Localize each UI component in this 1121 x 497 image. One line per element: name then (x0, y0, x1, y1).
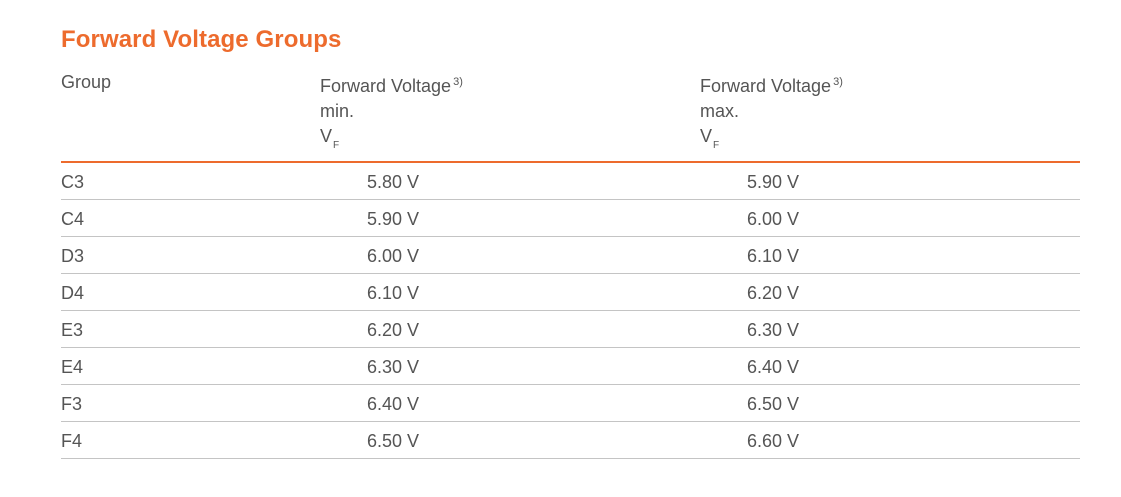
cell-group: E4 (61, 357, 84, 377)
header-min-title-text: Forward Voltage (320, 76, 452, 96)
table-row: F4 6.50 V 6.60 V (61, 422, 1080, 459)
cell-max-voltage: 6.00 V (747, 209, 800, 229)
cell-min-voltage: 5.90 V (367, 209, 420, 229)
cell-min-voltage: 6.30 V (367, 357, 420, 377)
column-header-forward-voltage-max: Forward Voltage 3) max. VF (700, 70, 843, 158)
header-divider (61, 161, 1080, 163)
header-min-title: Forward Voltage 3) (320, 70, 463, 99)
header-max-title: Forward Voltage 3) (700, 70, 843, 99)
voltage-table-body: C3 5.80 V 5.90 V C4 5.90 V 6.00 V D3 6.0… (61, 163, 1080, 459)
column-header-forward-voltage-min: Forward Voltage 3) min. VF (320, 70, 463, 158)
cell-max-voltage: 6.50 V (747, 394, 800, 414)
cell-group: C4 (61, 209, 85, 229)
cell-min-voltage: 6.20 V (367, 320, 420, 340)
cell-group: C3 (61, 172, 85, 192)
header-min-footnote: 3) (453, 76, 463, 88)
cell-group: F3 (61, 394, 83, 414)
cell-max-voltage: 6.40 V (747, 357, 800, 377)
cell-max-voltage: 6.20 V (747, 283, 800, 303)
cell-group: F4 (61, 431, 83, 451)
table-row: C4 5.90 V 6.00 V (61, 200, 1080, 237)
table-row: F3 6.40 V 6.50 V (61, 385, 1080, 422)
cell-group: D3 (61, 246, 85, 266)
cell-group: E3 (61, 320, 84, 340)
cell-min-voltage: 6.10 V (367, 283, 420, 303)
column-header-group-label: Group (61, 72, 112, 92)
cell-max-voltage: 6.30 V (747, 320, 800, 340)
section-title: Forward Voltage Groups (61, 26, 342, 53)
cell-min-voltage: 6.40 V (367, 394, 420, 414)
cell-group: D4 (61, 283, 85, 303)
header-min-symbol: VF (320, 124, 463, 158)
header-max-title-text: Forward Voltage (700, 76, 832, 96)
cell-min-voltage: 6.50 V (367, 431, 420, 451)
cell-max-voltage: 6.10 V (747, 246, 800, 266)
header-max-qualifier: max. (700, 101, 740, 121)
table-row: D3 6.00 V 6.10 V (61, 237, 1080, 274)
table-row: D4 6.10 V 6.20 V (61, 274, 1080, 311)
cell-min-voltage: 6.00 V (367, 246, 420, 266)
table-row: E3 6.20 V 6.30 V (61, 311, 1080, 348)
header-max-symbol-text: V (700, 126, 713, 146)
header-min-qualifier: min. (320, 101, 355, 121)
header-max-footnote: 3) (833, 76, 843, 88)
table-row: E4 6.30 V 6.40 V (61, 348, 1080, 385)
header-min-subscript: F (333, 140, 340, 151)
header-max-symbol: VF (700, 124, 843, 158)
column-header-group: Group (61, 70, 111, 95)
header-max-subscript: F (713, 140, 720, 151)
cell-max-voltage: 5.90 V (747, 172, 800, 192)
table-row: C3 5.80 V 5.90 V (61, 163, 1080, 200)
cell-min-voltage: 5.80 V (367, 172, 420, 192)
header-min-symbol-text: V (320, 126, 333, 146)
cell-max-voltage: 6.60 V (747, 431, 800, 451)
